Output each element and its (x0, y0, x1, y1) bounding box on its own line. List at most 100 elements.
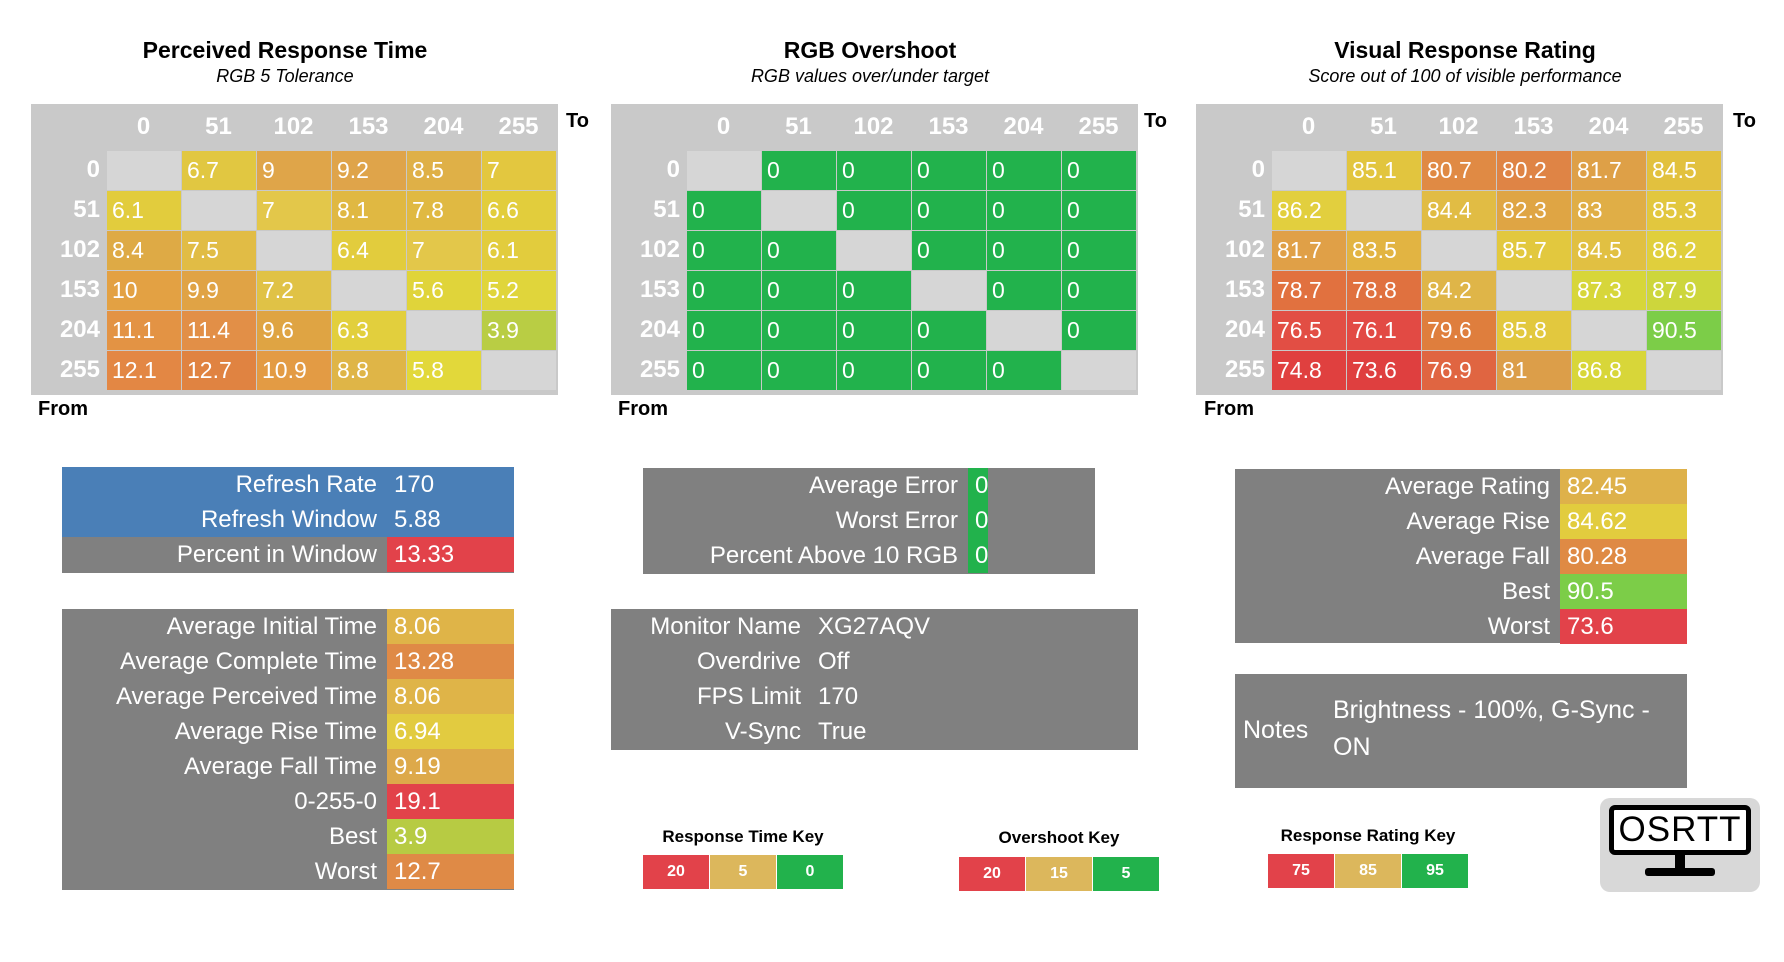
summary-label: Worst (1487, 612, 1550, 640)
heatmap-cell: 80.7 (1422, 151, 1496, 190)
row-header: 204 (639, 316, 680, 343)
heatmap-cell: 8.8 (332, 351, 406, 390)
perceived-response-time-subtitle: RGB 5 Tolerance (216, 66, 354, 86)
summary-value: 12.7 (387, 854, 514, 889)
notes-text-line-1: Brightness - 100%, G-Sync - (1333, 696, 1650, 724)
row-header: 51 (653, 196, 680, 223)
summary-label: Percent Above 10 RGB (709, 541, 958, 569)
heatmap-cell: 0 (687, 231, 761, 270)
column-header: 153 (1513, 113, 1554, 140)
heatmap-cell: 12.7 (182, 351, 256, 390)
osrtt-logo-text: OSRTT (1618, 810, 1742, 849)
row-header: 51 (73, 196, 100, 223)
heatmap-cell: 0 (1062, 271, 1136, 310)
heatmap-cell (687, 151, 761, 190)
heatmap-cell: 0 (762, 151, 836, 190)
row-header: 153 (59, 276, 100, 303)
key-swatch: 75 (1268, 854, 1334, 888)
column-header: 51 (205, 113, 232, 140)
heatmap-cell: 81.7 (1572, 151, 1646, 190)
heatmap-cell: 0 (687, 351, 761, 390)
heatmap-cell: 0 (837, 151, 911, 190)
heatmap-cell (987, 311, 1061, 350)
heatmap-cell: 5.2 (482, 271, 556, 310)
heatmap-cell: 6.3 (332, 311, 406, 350)
heatmap-cell: 90.5 (1647, 311, 1721, 350)
heatmap-cell: 8.5 (407, 151, 481, 190)
heatmap-cell (762, 191, 836, 230)
heatmap-cell: 0 (837, 311, 911, 350)
key-swatch: 0 (777, 855, 843, 889)
heatmap-cell: 0 (987, 351, 1061, 390)
heatmap-cell: 10.9 (257, 351, 331, 390)
osrtt-logo-base (1645, 868, 1715, 876)
heatmap-cell: 79.6 (1422, 311, 1496, 350)
summary-value: 8.06 (387, 609, 514, 644)
summary-value: 0 (968, 503, 989, 538)
heatmap-cell: 0 (912, 351, 986, 390)
heatmap-1-to-label: To (566, 110, 589, 132)
heatmap-cell: 11.4 (182, 311, 256, 350)
heatmap-cell: 74.8 (1272, 351, 1346, 390)
row-header: 255 (59, 356, 100, 383)
rating-summary-panel: Average Rating 82.45 Average Rise 84.62 Aver… (1235, 469, 1687, 644)
heatmap-cell: 82.3 (1497, 191, 1571, 230)
column-header: 255 (1078, 113, 1119, 140)
heatmap-cell: 0 (837, 351, 911, 390)
heatmap-cell: 0 (687, 311, 761, 350)
key-swatch: 5 (1093, 857, 1159, 891)
rgb-overshoot-title: RGB Overshoot (783, 37, 957, 63)
overshoot-error-panel: Average Error 0 Worst Error 0 Percent Above … (643, 468, 1095, 574)
summary-value: 13.28 (387, 644, 514, 679)
heatmap-cell (1272, 151, 1346, 190)
heatmap-cell: 6.7 (182, 151, 256, 190)
heatmap-cell: 86.2 (1272, 191, 1346, 230)
summary-label: Refresh Window (62, 502, 387, 537)
column-header: 204 (1003, 113, 1044, 140)
heatmap-cell: 85.8 (1497, 311, 1571, 350)
summary-label: Average Rise (1406, 507, 1550, 535)
response-time-summary-panel: Average Initial Time 8.06 Average Complete… (62, 609, 514, 890)
heatmap-cell: 11.1 (107, 311, 181, 350)
heatmap-cell: 0 (987, 271, 1061, 310)
notes-label: Notes (1243, 716, 1309, 744)
column-header: 0 (136, 113, 151, 140)
summary-label: Monitor Name (650, 612, 801, 640)
summary-value: 73.6 (1560, 609, 1687, 644)
summary-label: 0-255-0 (294, 787, 377, 815)
summary-value: Off (818, 647, 850, 675)
row-header: 0 (1251, 156, 1265, 183)
heatmap-2-to-label: To (1144, 110, 1167, 132)
heatmap-cell (1422, 231, 1496, 270)
summary-label: Worst (314, 857, 377, 885)
heatmap-cell: 9.2 (332, 151, 406, 190)
heatmap-cell: 85.7 (1497, 231, 1571, 270)
heatmap-cell: 84.5 (1572, 231, 1646, 270)
heatmap-cell: 0 (762, 311, 836, 350)
visual-response-rating-heatmap: 0 0 51 51 102 102 153 153 204 204 255 255 85.1 80.7 80… (1196, 104, 1723, 395)
summary-value: 3.9 (387, 819, 514, 854)
heatmap-cell: 8.4 (107, 231, 181, 270)
summary-label: Best (328, 822, 377, 850)
heatmap-cell: 87.9 (1647, 271, 1721, 310)
summary-value: 8.06 (387, 679, 514, 714)
row-header: 102 (1224, 236, 1265, 263)
column-header: 153 (928, 113, 969, 140)
heatmap-cell (1647, 351, 1721, 390)
heatmap-cell: 0 (1062, 231, 1136, 270)
heatmap-cell: 0 (987, 151, 1061, 190)
heatmap-cell: 86.2 (1647, 231, 1721, 270)
heatmap-cell: 3.9 (482, 311, 556, 350)
heatmap-cell: 84.2 (1422, 271, 1496, 310)
heatmap-cell: 6.6 (482, 191, 556, 230)
heatmap-cell: 6.4 (332, 231, 406, 270)
row-header: 255 (639, 356, 680, 383)
column-header: 102 (273, 113, 314, 140)
heatmap-cell (1062, 351, 1136, 390)
summary-value: 19.1 (387, 784, 514, 819)
row-header: 0 (86, 156, 100, 183)
heatmap-cell: 7.8 (407, 191, 481, 230)
heatmap-cell: 6.1 (107, 191, 181, 230)
summary-value: 80.28 (1560, 539, 1687, 574)
heatmap-cell (482, 351, 556, 390)
